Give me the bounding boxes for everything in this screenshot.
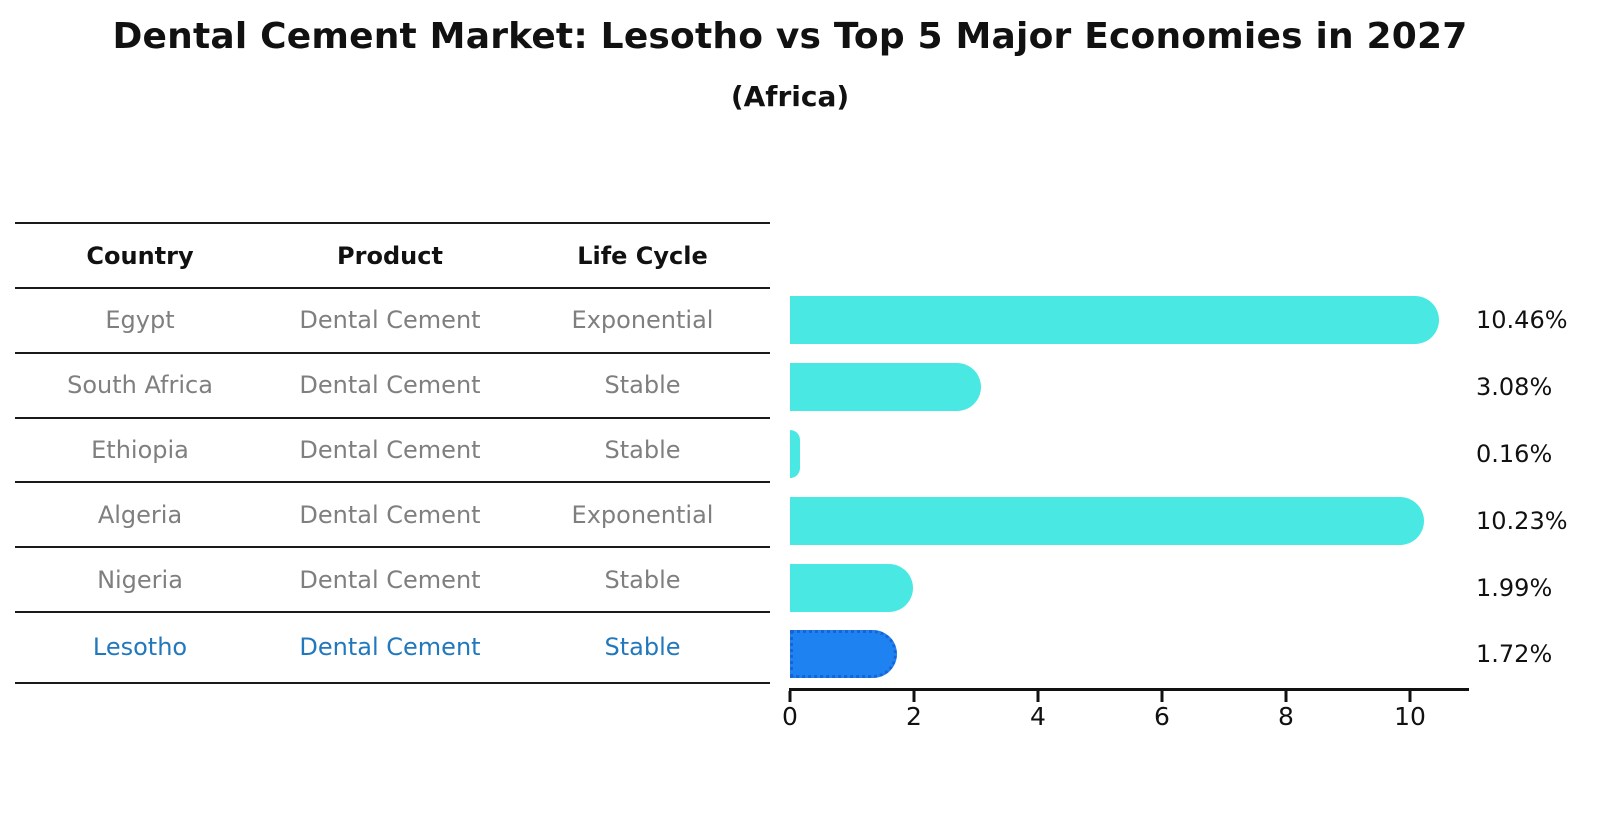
bar-south-africa: [790, 363, 981, 412]
table-cell-country: Lesotho: [92, 633, 188, 662]
table-cell-product: Dental Cement: [299, 565, 481, 594]
bar-value-label: 10.23%: [1476, 506, 1568, 535]
x-tick: [1408, 691, 1412, 702]
x-tick: [788, 691, 792, 702]
table-cell-country: Egypt: [105, 306, 175, 335]
bar-ethiopia: [790, 430, 800, 478]
bar-value-label: 3.08%: [1476, 373, 1553, 402]
table-row-nigeria: Nigeria Dental Cement Stable: [15, 548, 770, 613]
table-header-country: Country: [86, 241, 194, 270]
x-tick-label: 8: [1278, 702, 1294, 731]
x-tick-label: 2: [906, 702, 922, 731]
table-row-algeria: Algeria Dental Cement Exponential: [15, 483, 770, 549]
country-table: Country Product Life Cycle Egypt Dental …: [15, 222, 770, 684]
table-cell-life-cycle: Stable: [604, 371, 681, 400]
x-axis: [789, 688, 1469, 691]
bar-value-label: 1.99%: [1476, 573, 1553, 602]
chart-title: Dental Cement Market: Lesotho vs Top 5 M…: [112, 16, 1468, 57]
table-cell-product: Dental Cement: [299, 306, 481, 335]
x-tick: [1160, 691, 1164, 702]
bar-value-label: 0.16%: [1476, 440, 1553, 468]
table-row-lesotho: Lesotho Dental Cement Stable: [15, 613, 770, 684]
bar-algeria: [790, 496, 1425, 545]
table-row-egypt: Egypt Dental Cement Exponential: [15, 289, 770, 354]
x-tick: [1036, 691, 1040, 702]
x-tick-label: 4: [1030, 702, 1046, 731]
table-row-south-africa: South Africa Dental Cement Stable: [15, 354, 770, 419]
table-cell-product: Dental Cement: [299, 371, 481, 400]
bar-value-label: 10.46%: [1476, 306, 1568, 335]
table-cell-product: Dental Cement: [299, 633, 481, 662]
bar-egypt: [790, 296, 1439, 345]
table-cell-country: Ethiopia: [91, 435, 189, 464]
table-cell-life-cycle: Exponential: [571, 500, 714, 529]
table-cell-life-cycle: Stable: [604, 633, 681, 662]
table-cell-country: South Africa: [67, 371, 213, 400]
x-tick-label: 10: [1394, 702, 1426, 731]
table-cell-country: Algeria: [97, 500, 183, 529]
table-cell-life-cycle: Stable: [604, 565, 681, 594]
table-header-row: Country Product Life Cycle: [15, 224, 770, 289]
chart-subtitle: (Africa): [730, 80, 850, 113]
x-tick-label: 6: [1154, 702, 1170, 731]
x-tick-label: 0: [782, 702, 798, 731]
table-cell-product: Dental Cement: [299, 435, 481, 464]
table-cell-product: Dental Cement: [299, 500, 481, 529]
bar-value-label: 1.72%: [1476, 640, 1553, 669]
table-cell-life-cycle: Exponential: [571, 306, 714, 335]
bar-nigeria: [790, 563, 914, 612]
bar-lesotho: [790, 630, 897, 679]
x-tick: [912, 691, 916, 702]
table-row-ethiopia: Ethiopia Dental Cement Stable: [15, 419, 770, 484]
table-cell-life-cycle: Stable: [604, 435, 681, 464]
x-tick: [1284, 691, 1288, 702]
table-header-life-cycle: Life Cycle: [577, 241, 708, 270]
table-cell-country: Nigeria: [97, 565, 183, 594]
table-header-product: Product: [337, 241, 443, 270]
